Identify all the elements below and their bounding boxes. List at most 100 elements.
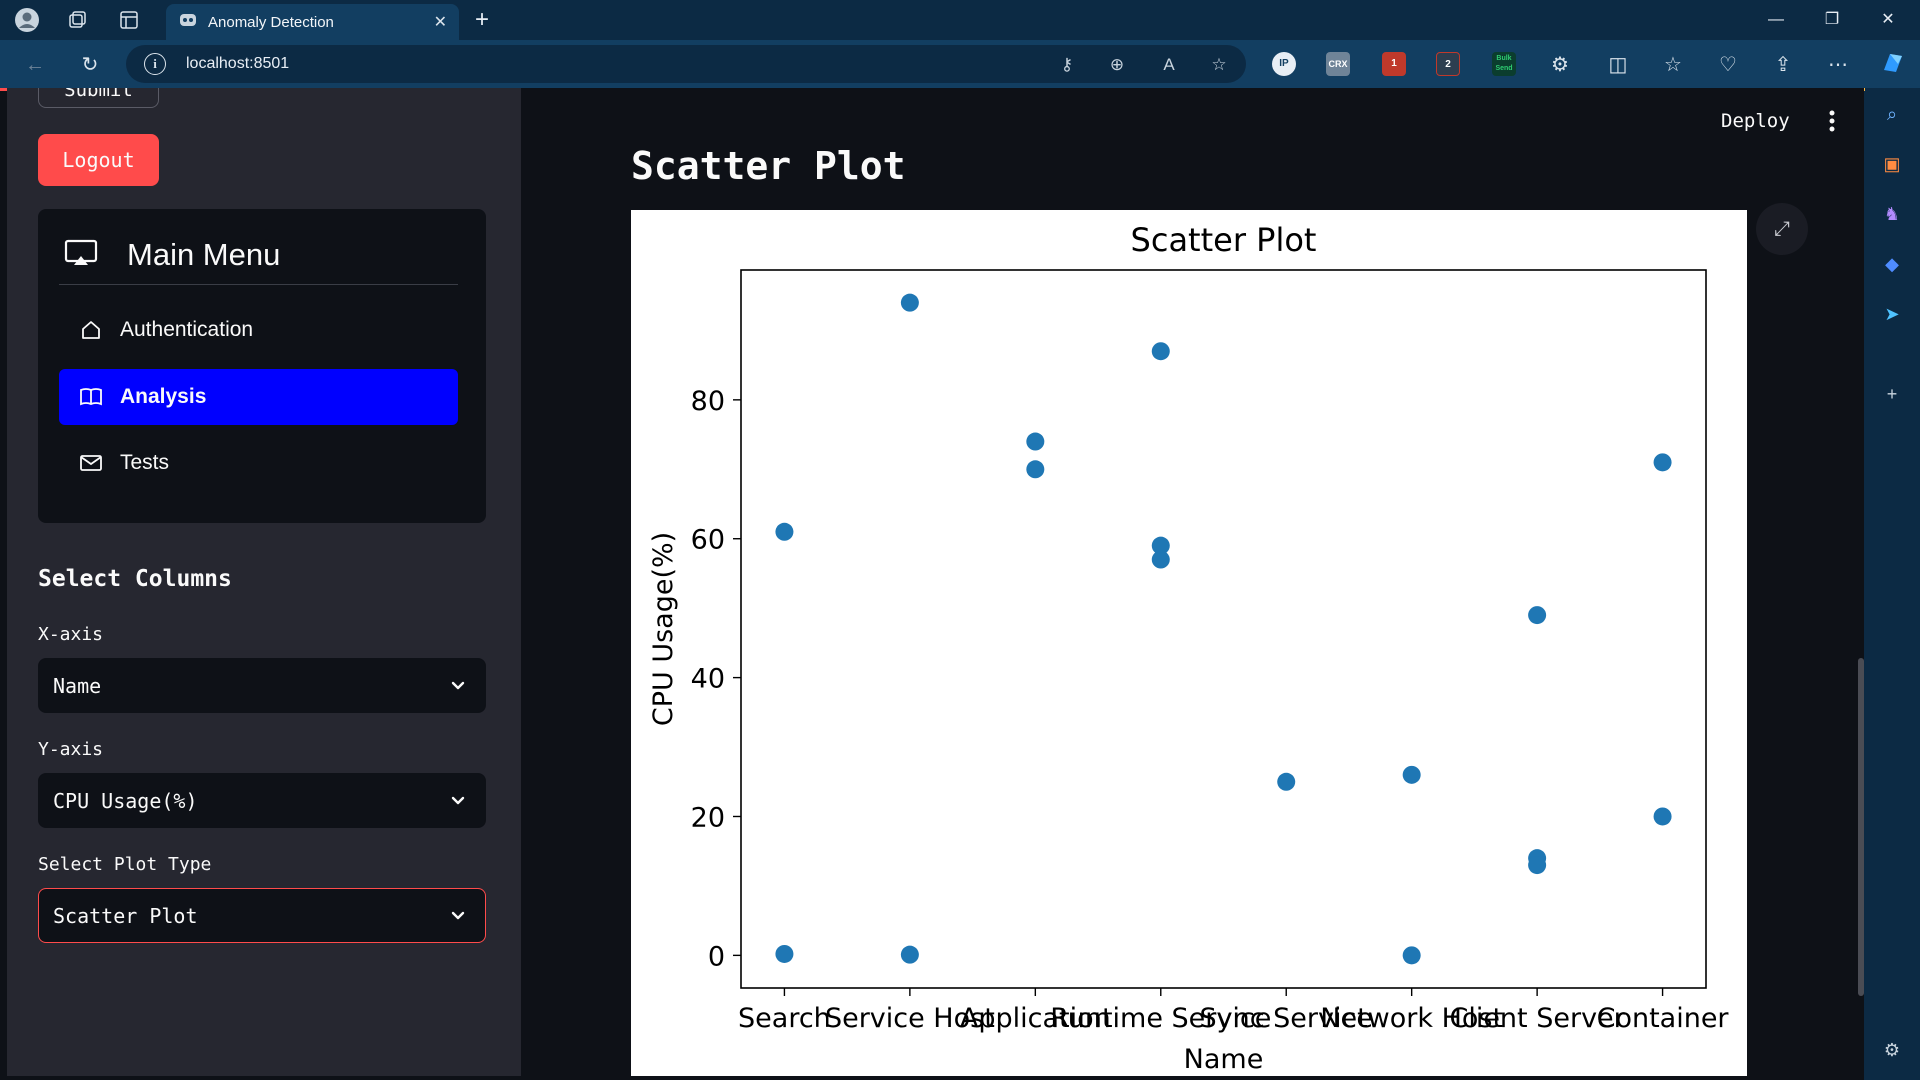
cast-icon (64, 239, 98, 272)
y-tick-label: 40 (691, 664, 725, 695)
menu-item-authentication[interactable]: Authentication (59, 302, 458, 358)
back-icon[interactable]: ← (25, 54, 45, 76)
x-axis-select[interactable]: Name (38, 658, 486, 713)
site-info-icon[interactable]: i (144, 53, 166, 75)
split-screen-icon[interactable]: ◫ (1608, 54, 1628, 76)
key-icon[interactable]: ⚷ (1060, 55, 1074, 74)
x-tick-label: Service Host (825, 1003, 995, 1034)
x-tick-label: Search (738, 1003, 831, 1034)
main-menu: Main Menu Authentication Analysis Tests (38, 209, 486, 523)
kebab-menu-icon[interactable] (1827, 108, 1837, 134)
favorite-star-icon[interactable]: ☆ (1211, 55, 1227, 74)
edge-sidebar: ⌕ ▣ ♞ ◆ ➤ + ⚙ (1864, 88, 1920, 1080)
x-tick-label: Application (960, 1003, 1111, 1034)
scatter-point (1402, 765, 1421, 784)
zoom-icon[interactable]: ⊕ (1109, 55, 1125, 74)
share-icon[interactable]: ⇪ (1774, 54, 1792, 76)
y-axis-title: CPU Usage(%) (648, 532, 679, 726)
add-sidebar-app-icon[interactable]: + (1886, 384, 1898, 404)
chart-title: Scatter Plot (1131, 221, 1317, 259)
more-options-icon[interactable]: ⋯ (1828, 54, 1848, 76)
x-tick-label: Sync Service (1199, 1003, 1372, 1034)
browser-essentials-icon[interactable]: ♡ (1719, 54, 1737, 76)
x-tick-label: Container (1597, 1003, 1730, 1034)
tab-title: Anomaly Detection (208, 13, 334, 31)
y-axis-label: Y-axis (38, 739, 104, 760)
x-tick-label: Client Server (1449, 1003, 1625, 1034)
bulk-send-extension-icon[interactable]: Bulk Send (1492, 52, 1516, 76)
app-sidebar: Submit Logout Main Menu Authentication A… (7, 88, 521, 1076)
chevron-down-icon (449, 792, 467, 810)
chevron-down-icon (449, 677, 467, 695)
y-tick-label: 0 (708, 941, 725, 972)
scatter-point (1151, 550, 1170, 569)
scatter-point (1026, 432, 1045, 451)
menu-item-label: Tests (120, 451, 170, 474)
read-aloud-icon[interactable]: A (1163, 55, 1175, 74)
y-axis-selected-value: CPU Usage(%) (53, 789, 198, 813)
main-content: Deploy Scatter Plot Scatter Plot 0 20 40 60 8… (521, 88, 1864, 1076)
address-bar[interactable]: i localhost:8501 ⚷ ⊕ A ☆ (126, 45, 1246, 83)
menu-header: Main Menu (59, 229, 458, 285)
scatter-plot-figure: Scatter Plot 0 20 40 60 80 Search Service Host A… (631, 210, 1747, 1076)
deploy-button[interactable]: Deploy (1721, 110, 1790, 132)
scatter-point (900, 293, 919, 312)
browser-titlebar: Anomaly Detection ✕ + — ❐ ✕ (0, 0, 1920, 40)
profile-avatar-icon[interactable] (14, 7, 40, 33)
envelope-icon (79, 451, 103, 475)
games-icon[interactable]: ♞ (1883, 204, 1901, 224)
menu-item-label: Analysis (120, 385, 207, 408)
house-icon (79, 318, 103, 342)
menu-item-analysis[interactable]: Analysis (59, 369, 458, 425)
x-axis-title: Name (1184, 1044, 1264, 1075)
new-tab-icon[interactable]: + (474, 6, 489, 33)
submit-button[interactable]: Submit (38, 88, 159, 108)
y-axis-select[interactable]: CPU Usage(%) (38, 773, 486, 828)
menu-title: Main Menu (127, 237, 281, 272)
ip-extension-icon[interactable]: IP (1272, 52, 1296, 76)
close-window-icon[interactable]: ✕ (1881, 11, 1895, 28)
logout-button[interactable]: Logout (38, 134, 159, 186)
briefcase-icon[interactable]: ▣ (1883, 154, 1901, 174)
menu-item-label: Authentication (120, 318, 254, 341)
tab-actions-icon[interactable] (116, 7, 142, 33)
plot-type-selected-value: Scatter Plot (53, 904, 198, 928)
plot-type-select[interactable]: Scatter Plot (38, 888, 486, 943)
scatter-point (1528, 606, 1547, 625)
browser-navbar: ← ↻ i localhost:8501 ⚷ ⊕ A ☆ IP CRX 1 2 … (0, 40, 1920, 88)
ublock-extension-icon[interactable]: 1 (1382, 52, 1406, 76)
minimize-icon[interactable]: — (1768, 11, 1784, 28)
plot-type-label: Select Plot Type (38, 854, 212, 875)
favorites-icon[interactable]: ☆ (1664, 54, 1682, 76)
fullscreen-expand-icon[interactable]: ⤢ (1756, 203, 1808, 255)
scrollbar[interactable] (1858, 658, 1864, 996)
y-tick-label: 60 (691, 525, 725, 556)
browser-tab[interactable]: Anomaly Detection ✕ (166, 4, 459, 40)
scatter-point (900, 945, 919, 964)
scatter-point (1026, 460, 1045, 479)
extension-badge-icon[interactable]: 2 (1436, 52, 1460, 76)
m365-icon[interactable]: ◆ (1885, 254, 1899, 274)
refresh-icon[interactable]: ↻ (81, 54, 99, 76)
scatter-point (1277, 772, 1296, 791)
search-icon[interactable]: ⌕ (1886, 104, 1898, 124)
crx-extension-icon[interactable]: CRX (1326, 52, 1350, 76)
streamlit-favicon-icon (178, 10, 198, 35)
scatter-point (1653, 807, 1672, 826)
workspaces-icon[interactable] (64, 7, 90, 33)
restore-icon[interactable]: ❐ (1824, 11, 1840, 28)
settings-gear-icon[interactable]: ⚙ (1883, 1040, 1901, 1060)
scatter-point (1402, 946, 1421, 965)
x-axis-label: X-axis (38, 624, 104, 645)
close-tab-icon[interactable]: ✕ (433, 14, 447, 31)
copilot-icon[interactable] (1878, 50, 1908, 80)
extensions-puzzle-icon[interactable]: ⚙ (1551, 54, 1569, 76)
select-columns-heading: Select Columns (38, 566, 232, 592)
y-tick-label: 20 (691, 802, 725, 833)
x-axis-selected-value: Name (53, 674, 102, 698)
send-icon[interactable]: ➤ (1884, 304, 1900, 324)
chevron-down-icon (449, 907, 467, 925)
menu-item-tests[interactable]: Tests (59, 435, 458, 491)
scatter-point (1528, 856, 1547, 875)
